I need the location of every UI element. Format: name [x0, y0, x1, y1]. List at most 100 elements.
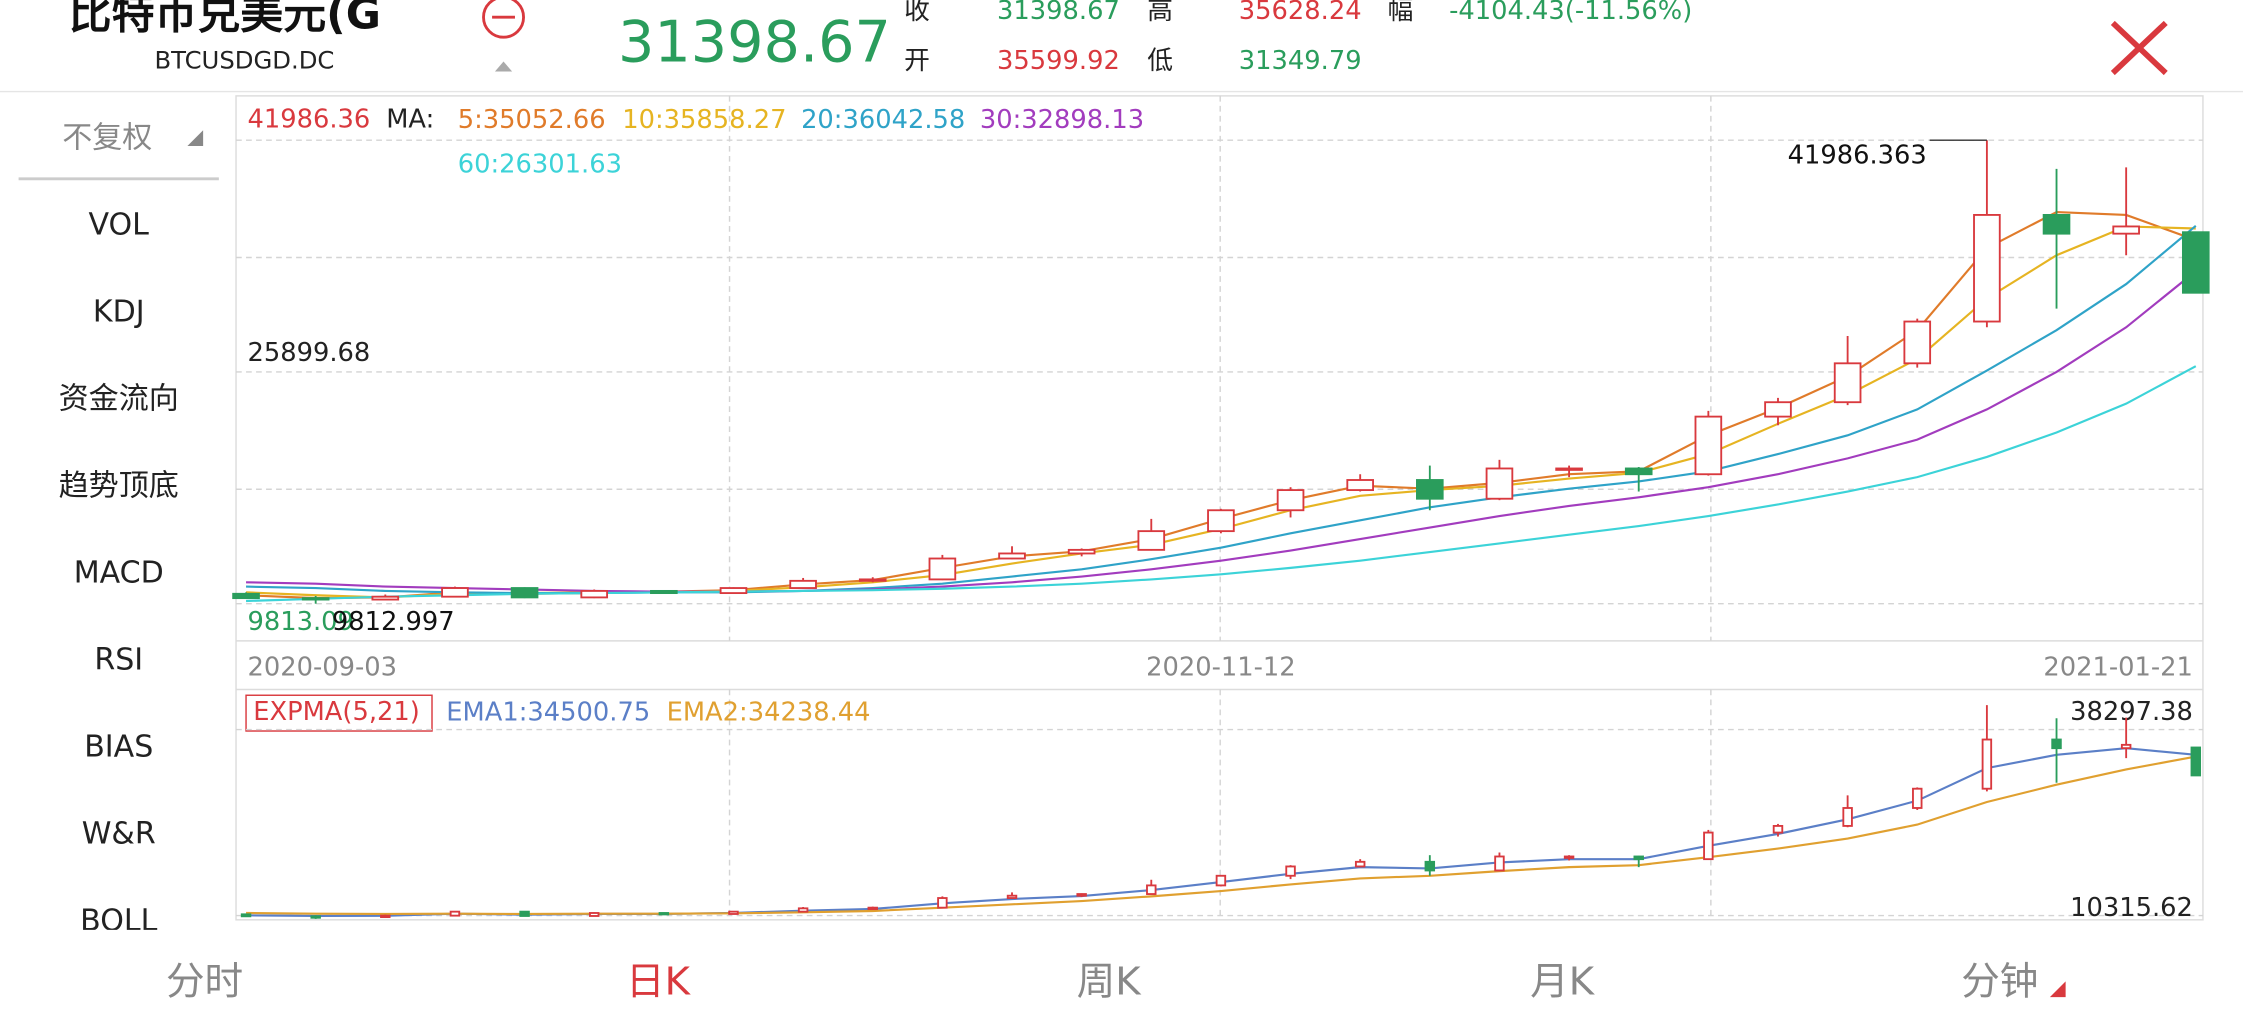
legend-entry: 30:32898.13 — [980, 105, 1144, 135]
y-tick-label: 25899.68 — [247, 338, 370, 368]
legend-value: 34500.75 — [527, 697, 650, 727]
ma-line — [246, 365, 2197, 603]
candle-body — [1076, 893, 1087, 897]
ma-line — [246, 270, 2197, 593]
candle-body — [1006, 894, 1018, 899]
candle-body — [1772, 824, 1784, 834]
indicator-option[interactable]: BIAS — [84, 729, 153, 764]
candle-body — [588, 912, 600, 917]
indicator-option[interactable]: 趋势顶底 — [59, 468, 179, 503]
candle-body — [1485, 467, 1514, 500]
indicator-option[interactable]: VOL — [89, 208, 150, 243]
candle-body — [1703, 831, 1714, 861]
change-value: -4104.43(-11.56%) — [1449, 0, 1692, 26]
candle-body — [1346, 479, 1374, 492]
candle-body — [1207, 509, 1235, 533]
indicator-title: EXPMA(5,21) — [253, 697, 420, 727]
candle-body — [789, 579, 817, 589]
tab[interactable]: 周K — [1077, 960, 1143, 1005]
legend-entry: EMA2:34238.44 — [667, 697, 871, 727]
candle-body — [1633, 855, 1644, 861]
candle-body — [441, 587, 469, 598]
candle-body — [1146, 884, 1157, 895]
close-label: 收 — [904, 0, 930, 26]
candle-body — [449, 910, 461, 917]
candle-body — [1424, 860, 1436, 872]
candle-body — [2181, 231, 2210, 294]
candle-body — [380, 914, 391, 919]
candle-body — [1276, 489, 1305, 512]
high-value: 35628.24 — [1239, 0, 1362, 26]
tab[interactable]: 日K — [626, 960, 692, 1005]
indicator-option[interactable]: MACD — [74, 555, 164, 590]
legend-value: 36042.58 — [842, 105, 965, 135]
high-label: 高 — [1147, 0, 1173, 26]
indicator-box[interactable] — [245, 694, 433, 732]
indicator-option[interactable]: KDJ — [93, 295, 145, 330]
candle-body — [580, 589, 609, 599]
tab[interactable]: 月K — [1530, 960, 1596, 1005]
legend-name: 60: — [458, 149, 499, 179]
tab[interactable]: 分时 — [166, 960, 243, 1005]
adjust-select[interactable]: 不复权 — [62, 120, 152, 155]
candle-body — [1842, 807, 1853, 827]
close-button[interactable] — [2110, 20, 2168, 76]
open-value: 35599.92 — [997, 46, 1120, 76]
candle-body — [2112, 225, 2140, 235]
candle-body — [2120, 743, 2132, 750]
expand-arrow[interactable] — [494, 61, 513, 72]
candle-body — [2190, 746, 2202, 777]
indicator-option[interactable]: RSI — [94, 642, 143, 677]
candle-body — [2051, 738, 2062, 750]
candle-body — [1973, 214, 2001, 323]
close-value: 31398.67 — [997, 0, 1120, 26]
legend-value: 32898.13 — [1021, 105, 1144, 135]
candle-body — [998, 552, 1026, 560]
candle-body — [1067, 548, 1096, 555]
last-price: 31398.67 — [618, 9, 891, 75]
candle-body — [1215, 874, 1227, 887]
candle-body — [510, 587, 539, 599]
ma-line — [246, 755, 2196, 916]
indicator-option[interactable]: 资金流向 — [59, 381, 179, 416]
candle-body — [240, 913, 252, 918]
candle-body — [301, 597, 330, 601]
candle-body — [371, 595, 400, 601]
candle-body — [1555, 467, 1583, 471]
legend-name: 10: — [622, 105, 663, 135]
legend-name: 5: — [458, 105, 483, 135]
low-annotation: 9812.997 — [332, 607, 455, 637]
title: 比特币兑美元(G — [69, 0, 381, 40]
candle-body — [658, 912, 670, 916]
high-annotation: 41986.363 — [1788, 140, 1927, 170]
indicator-option[interactable]: W&R — [82, 816, 156, 851]
legend-name: EMA2: — [667, 697, 748, 727]
header: 比特币兑美元(G BTCUSDGD.DC 31398.67 收 31398.67… — [0, 0, 2243, 93]
low-label: 低 — [1147, 46, 1173, 76]
candle-body — [937, 897, 948, 909]
collapse-button[interactable] — [482, 0, 525, 39]
x-tick-label: 2020-11-12 — [1146, 653, 1296, 683]
candle-body — [858, 578, 887, 582]
tab[interactable]: 分钟 — [1961, 960, 2038, 1005]
candle-body — [867, 906, 878, 911]
candle-body — [1981, 738, 1993, 790]
legend-value: 35052.66 — [483, 105, 606, 135]
legend-entry: 20:36042.58 — [801, 105, 965, 135]
tab-bar: 分时 日K 周K 月K 分钟 — [166, 960, 2066, 1005]
y-tick-label: 10315.62 — [2070, 893, 2193, 923]
y-tick-label: 41986.36 — [247, 105, 370, 135]
candle-body — [1694, 415, 1723, 476]
candle-body — [310, 915, 321, 919]
indicator-option[interactable]: BOLL — [80, 903, 157, 938]
candle-body — [2042, 214, 2071, 235]
candle-body — [797, 907, 809, 913]
candle-body — [728, 910, 739, 915]
candle-body — [1563, 855, 1575, 859]
candle-body — [232, 592, 260, 600]
legend-entry: 5:35052.66 — [458, 105, 606, 135]
